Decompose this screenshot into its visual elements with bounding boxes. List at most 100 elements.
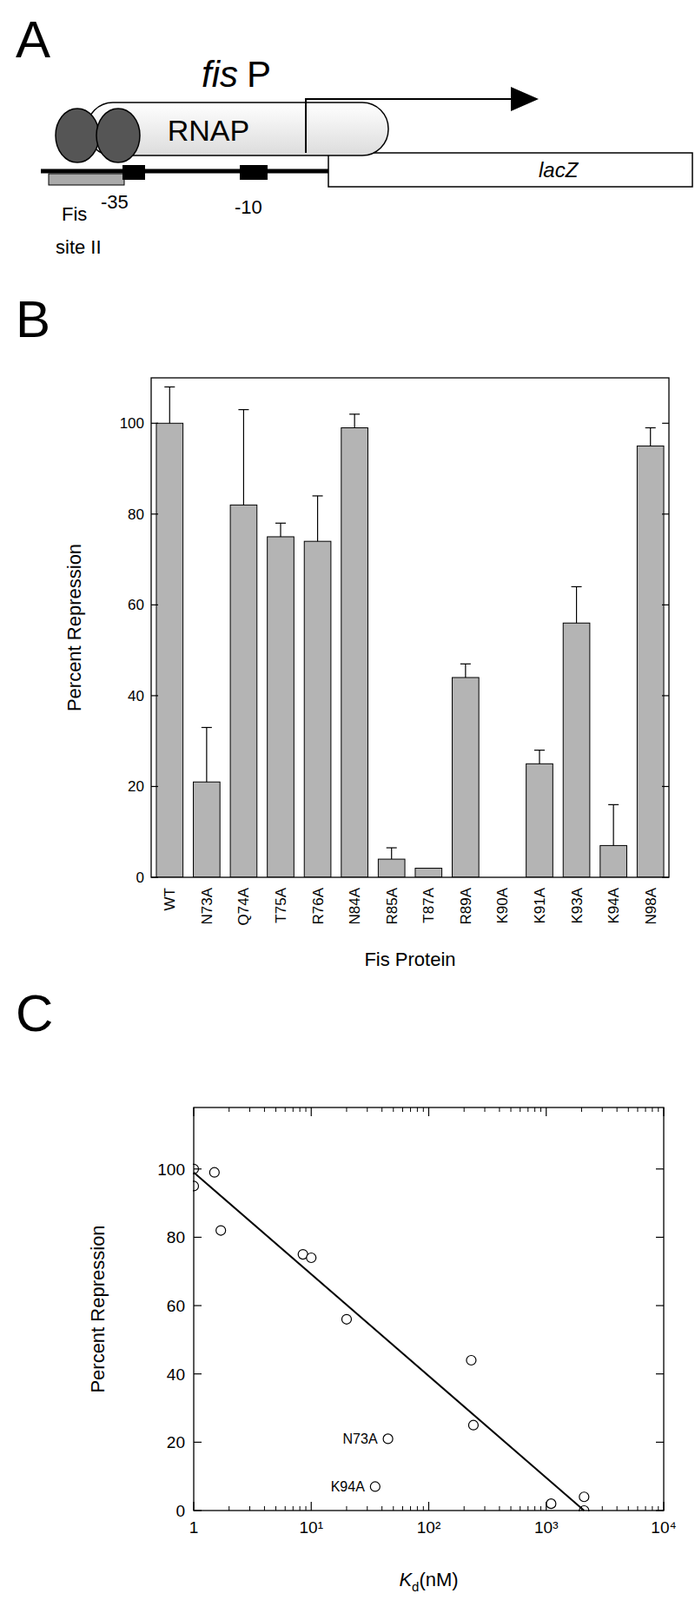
error-cap bbox=[201, 727, 212, 729]
x-minor-tick bbox=[228, 1506, 230, 1511]
y-tick bbox=[655, 1168, 664, 1170]
error-cap bbox=[164, 386, 175, 388]
error-bar bbox=[645, 428, 656, 447]
dna bbox=[40, 169, 331, 174]
x-minor-tick bbox=[527, 1506, 529, 1511]
error-bar bbox=[386, 847, 398, 860]
x-minor-tick bbox=[249, 1506, 251, 1511]
x-minor-tick bbox=[410, 1107, 411, 1112]
x-minor-tick bbox=[366, 1506, 368, 1511]
error-cap bbox=[571, 586, 583, 588]
point bbox=[341, 1314, 351, 1324]
fis-site bbox=[48, 173, 125, 186]
y-tick bbox=[193, 1509, 202, 1511]
x-tick-label: K94A bbox=[605, 886, 623, 924]
x-label-unit: (nM) bbox=[418, 1568, 458, 1591]
x-minor-tick bbox=[628, 1107, 629, 1112]
error-stem bbox=[243, 410, 245, 506]
x-minor-tick bbox=[292, 1107, 294, 1112]
x-tick-label: R76A bbox=[310, 886, 327, 925]
point bbox=[306, 1253, 317, 1264]
error-cap bbox=[645, 427, 656, 429]
x-tick bbox=[545, 1107, 547, 1117]
x-tick-label: 1 bbox=[189, 1518, 199, 1537]
panel-label: C bbox=[15, 984, 53, 1043]
site-label: Fis bbox=[61, 203, 87, 226]
error-stem bbox=[538, 750, 540, 765]
x-minor-tick bbox=[275, 1107, 277, 1112]
x-tick-label: N98A bbox=[642, 886, 660, 925]
x-minor-tick bbox=[292, 1506, 294, 1511]
promoter-suffix: P bbox=[246, 53, 272, 95]
x-minor-tick bbox=[228, 1107, 230, 1112]
error-stem bbox=[390, 847, 392, 860]
bar bbox=[600, 845, 628, 878]
error-bar bbox=[238, 410, 249, 506]
x-minor-tick bbox=[498, 1107, 500, 1112]
point bbox=[216, 1225, 226, 1236]
fis-monomer bbox=[55, 108, 100, 163]
y-tick bbox=[193, 1442, 202, 1443]
error-cap bbox=[386, 847, 398, 848]
x-minor-tick bbox=[417, 1107, 418, 1112]
bar bbox=[636, 445, 664, 878]
gene-box bbox=[328, 152, 693, 187]
x-tick bbox=[428, 1502, 430, 1511]
y-tick-label: 40 bbox=[127, 688, 145, 705]
x-tick bbox=[545, 1502, 547, 1511]
x-tick-label: K93A bbox=[569, 886, 586, 924]
element-label: -10 bbox=[234, 196, 263, 219]
y-tick-label: 80 bbox=[127, 506, 145, 523]
y-axis-label: Percent Repression bbox=[86, 1224, 109, 1393]
gene-label: lacZ bbox=[538, 158, 580, 182]
x-label-subscript: d bbox=[411, 1579, 419, 1595]
y-tick bbox=[661, 513, 669, 515]
bar bbox=[377, 859, 405, 878]
x-minor-tick bbox=[381, 1506, 383, 1511]
y-tick bbox=[661, 695, 669, 696]
x-tick-label: 10¹ bbox=[299, 1518, 324, 1537]
x-minor-tick bbox=[410, 1506, 411, 1511]
x-minor-tick bbox=[602, 1506, 603, 1511]
x-minor-tick bbox=[651, 1107, 653, 1112]
y-axis-label: Percent Repression bbox=[63, 543, 86, 712]
x-minor-tick bbox=[392, 1506, 394, 1511]
error-bar bbox=[534, 750, 545, 765]
x-tick bbox=[662, 1107, 664, 1117]
x-minor-tick bbox=[519, 1506, 521, 1511]
bar bbox=[415, 868, 443, 878]
x-tick-label: 10³ bbox=[534, 1518, 558, 1537]
error-cap bbox=[349, 413, 360, 415]
error-cap bbox=[608, 804, 619, 806]
point bbox=[579, 1492, 590, 1503]
point bbox=[209, 1167, 219, 1178]
tss-arrow bbox=[305, 99, 513, 153]
x-axis-label: Fis Protein bbox=[364, 948, 456, 971]
x-minor-tick bbox=[402, 1107, 404, 1112]
y-tick-label: 40 bbox=[166, 1365, 186, 1384]
y-tick bbox=[193, 1373, 202, 1375]
y-tick-label: 80 bbox=[166, 1228, 186, 1247]
x-minor-tick bbox=[581, 1506, 583, 1511]
x-minor-tick bbox=[616, 1506, 618, 1511]
error-bar bbox=[349, 414, 360, 429]
y-tick bbox=[661, 786, 669, 788]
x-tick-label: N84A bbox=[346, 886, 364, 925]
bar bbox=[267, 536, 295, 878]
bar bbox=[562, 622, 590, 878]
error-cap bbox=[238, 409, 249, 411]
x-minor-tick bbox=[510, 1107, 512, 1112]
x-tick bbox=[311, 1502, 312, 1511]
bars bbox=[156, 386, 664, 878]
error-stem bbox=[169, 386, 171, 424]
panel-label: A bbox=[15, 10, 51, 69]
error-bar bbox=[312, 496, 324, 542]
plot-area bbox=[192, 1164, 590, 1512]
x-minor-tick bbox=[463, 1506, 465, 1511]
y-tick bbox=[193, 1237, 202, 1238]
point bbox=[466, 1355, 477, 1365]
error-stem bbox=[354, 414, 356, 429]
y-tick bbox=[661, 604, 669, 606]
x-minor-tick bbox=[484, 1506, 486, 1511]
error-stem bbox=[205, 728, 207, 783]
